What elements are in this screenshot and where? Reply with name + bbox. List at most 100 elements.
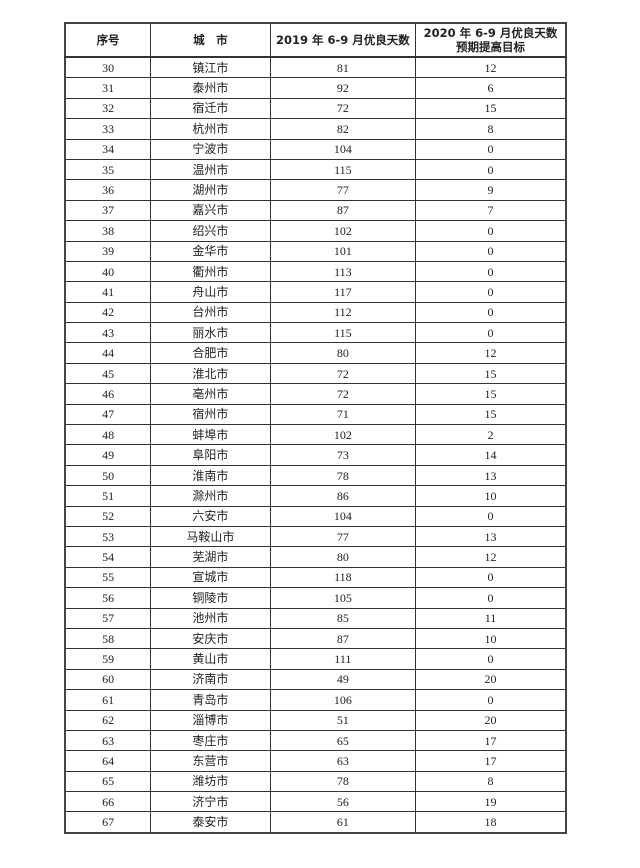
header-2020-target-line2: 预期提高目标 <box>456 40 526 54</box>
cell-city: 蚌埠市 <box>150 424 271 446</box>
cell-index: 34 <box>64 138 152 160</box>
cell-2019-days: 81 <box>269 56 417 79</box>
cell-city: 温州市 <box>150 158 271 181</box>
table-row: 32 宿迁市 72 15 <box>64 97 567 120</box>
cell-city: 绍兴市 <box>150 220 271 242</box>
cell-2020-target: 9 <box>415 179 567 201</box>
cell-2019-days: 63 <box>269 750 417 772</box>
cell-2020-target: 15 <box>415 403 567 426</box>
cell-2020-target: 12 <box>415 342 567 364</box>
cell-city: 枣庄市 <box>150 729 271 752</box>
cell-2020-target: 0 <box>415 587 567 609</box>
air-quality-target-table: 序号 城 市 2019 年 6-9 月优良天数 2020 年 6-9 月优良天数… <box>64 22 567 834</box>
cell-index: 32 <box>64 97 152 120</box>
cell-2019-days: 49 <box>269 668 417 691</box>
cell-2019-days: 101 <box>269 240 417 262</box>
cell-2020-target: 0 <box>415 240 567 262</box>
table-row: 63 枣庄市 65 17 <box>64 729 567 752</box>
cell-2020-target: 0 <box>415 158 567 181</box>
table-row: 49 阜阳市 73 14 <box>64 444 567 466</box>
table-row: 57 池州市 85 11 <box>64 607 567 629</box>
table-row: 53 马鞍山市 77 13 <box>64 525 567 548</box>
cell-2019-days: 78 <box>269 770 417 793</box>
header-2020-target: 2020 年 6-9 月优良天数 预期提高目标 <box>415 22 567 58</box>
cell-2020-target: 19 <box>415 791 567 813</box>
cell-index: 67 <box>64 811 152 834</box>
cell-2020-target: 0 <box>415 138 567 160</box>
header-index: 序号 <box>64 22 152 58</box>
cell-index: 39 <box>64 240 152 262</box>
cell-city: 湖州市 <box>150 179 271 201</box>
cell-2019-days: 102 <box>269 424 417 446</box>
table-row: 30 镇江市 81 12 <box>64 56 567 79</box>
header-city: 城 市 <box>150 22 271 58</box>
cell-2020-target: 13 <box>415 525 567 548</box>
cell-index: 38 <box>64 220 152 242</box>
cell-index: 50 <box>64 464 152 487</box>
cell-2019-days: 72 <box>269 383 417 405</box>
cell-2019-days: 72 <box>269 362 417 385</box>
table-row: 47 宿州市 71 15 <box>64 403 567 426</box>
cell-city: 宁波市 <box>150 138 271 160</box>
cell-2020-target: 10 <box>415 627 567 650</box>
table-row: 48 蚌埠市 102 2 <box>64 424 567 446</box>
cell-2020-target: 6 <box>415 77 567 99</box>
cell-index: 46 <box>64 383 152 405</box>
cell-2019-days: 113 <box>269 260 417 283</box>
cell-2020-target: 0 <box>415 689 567 711</box>
cell-2019-days: 115 <box>269 322 417 344</box>
cell-index: 44 <box>64 342 152 364</box>
table-row: 38 绍兴市 102 0 <box>64 220 567 242</box>
cell-city: 青岛市 <box>150 689 271 711</box>
cell-2019-days: 115 <box>269 158 417 181</box>
cell-city: 丽水市 <box>150 322 271 344</box>
cell-2019-days: 61 <box>269 811 417 834</box>
cell-2020-target: 10 <box>415 485 567 507</box>
cell-index: 31 <box>64 77 152 99</box>
table-row: 31 泰州市 92 6 <box>64 77 567 99</box>
cell-index: 49 <box>64 444 152 466</box>
cell-city: 衢州市 <box>150 260 271 283</box>
cell-2020-target: 15 <box>415 383 567 405</box>
cell-2020-target: 8 <box>415 118 567 140</box>
cell-2019-days: 65 <box>269 729 417 752</box>
table-body: 30 镇江市 81 12 31 泰州市 92 6 32 宿迁市 72 15 33 杭州市 82 8 34 宁波市 1… <box>64 56 567 834</box>
cell-2020-target: 17 <box>415 729 567 752</box>
cell-city: 合肥市 <box>150 342 271 364</box>
table-row: 44 合肥市 80 12 <box>64 342 567 364</box>
cell-2019-days: 104 <box>269 138 417 160</box>
cell-2019-days: 78 <box>269 464 417 487</box>
cell-city: 马鞍山市 <box>150 525 271 548</box>
cell-2019-days: 73 <box>269 444 417 466</box>
cell-2019-days: 118 <box>269 566 417 589</box>
cell-2019-days: 56 <box>269 791 417 813</box>
cell-2020-target: 0 <box>415 648 567 670</box>
cell-2020-target: 11 <box>415 607 567 629</box>
cell-2019-days: 80 <box>269 342 417 364</box>
cell-city: 嘉兴市 <box>150 199 271 222</box>
cell-index: 66 <box>64 791 152 813</box>
cell-2019-days: 92 <box>269 77 417 99</box>
cell-city: 东营市 <box>150 750 271 772</box>
cell-2020-target: 15 <box>415 362 567 385</box>
table-row: 55 宣城市 118 0 <box>64 566 567 589</box>
table-row: 59 黄山市 111 0 <box>64 648 567 670</box>
table-row: 65 潍坊市 78 8 <box>64 770 567 793</box>
cell-city: 芜湖市 <box>150 546 271 568</box>
cell-2020-target: 0 <box>415 322 567 344</box>
cell-city: 杭州市 <box>150 118 271 140</box>
cell-2019-days: 102 <box>269 220 417 242</box>
table-row: 46 亳州市 72 15 <box>64 383 567 405</box>
table-row: 67 泰安市 61 18 <box>64 811 567 834</box>
cell-index: 30 <box>64 56 152 79</box>
cell-2020-target: 18 <box>415 811 567 834</box>
table-row: 35 温州市 115 0 <box>64 158 567 181</box>
header-2019-days: 2019 年 6-9 月优良天数 <box>269 22 417 58</box>
table-row: 43 丽水市 115 0 <box>64 322 567 344</box>
table-row: 34 宁波市 104 0 <box>64 138 567 160</box>
cell-2020-target: 20 <box>415 668 567 691</box>
table-row: 61 青岛市 106 0 <box>64 689 567 711</box>
table-row: 39 金华市 101 0 <box>64 240 567 262</box>
cell-2020-target: 0 <box>415 505 567 527</box>
header-2020-target-line1: 2020 年 6-9 月优良天数 <box>423 26 558 40</box>
